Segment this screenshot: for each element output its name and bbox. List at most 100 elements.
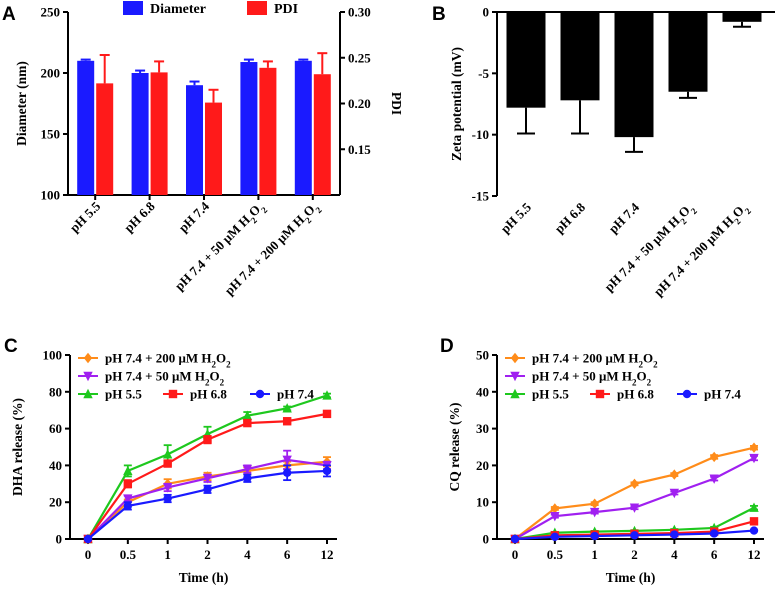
label-fragment: 2 (732, 216, 743, 227)
a-category-label: pH 7.4 (175, 198, 212, 235)
d-point (709, 451, 719, 463)
a-pdi-bar (96, 83, 114, 195)
c-point (243, 418, 252, 428)
c-point (322, 390, 332, 400)
b-category-label: pH 6.8 (551, 199, 588, 236)
d-ytick-label: 40 (476, 384, 489, 399)
d-point (550, 532, 560, 541)
d-point (749, 442, 759, 453)
a-category-label: pH 7.4 + 200 μM H2O2 (221, 198, 324, 301)
panel-label-b: B (432, 4, 446, 25)
label-fragment: pH 7.4 + 200 μM H (105, 351, 212, 366)
c-xtick-label: 1 (164, 547, 171, 562)
c-point (322, 466, 332, 476)
c-xtick-label: 2 (204, 547, 211, 562)
d-point (510, 534, 520, 544)
a-pdi-bar (205, 102, 222, 195)
c-point (203, 485, 212, 494)
d-point (749, 453, 759, 464)
d-ytick-label: 50 (476, 348, 489, 363)
a-category-label: pH 6.8 (121, 198, 158, 235)
c-point (83, 534, 93, 544)
a-pdi-bar (150, 72, 168, 195)
c-point (162, 483, 173, 493)
label-fragment: pH 5.5 (532, 387, 569, 402)
c-xtick-label: 6 (284, 547, 291, 562)
c-point (123, 465, 133, 476)
c-point (243, 474, 252, 483)
label-fragment: pH 6.8 (551, 199, 588, 236)
d-legend-marker (510, 352, 520, 364)
a-diameter-bar (186, 85, 203, 195)
label-fragment: pH 6.8 (121, 198, 158, 235)
panel-label-a: A (2, 4, 16, 25)
d-point (589, 507, 600, 518)
label-fragment: O (637, 369, 647, 384)
c-point (163, 494, 172, 503)
b-category-label: pH 5.5 (497, 199, 534, 236)
c-legend-marker (83, 371, 93, 382)
label-fragment: pH 5.5 (497, 199, 534, 236)
a-diameter-bar (77, 60, 95, 195)
label-fragment: pH 5.5 (105, 387, 142, 402)
label-fragment: 2 (689, 206, 700, 217)
d-point (629, 503, 640, 513)
d-point (670, 530, 679, 539)
c-point (202, 474, 213, 484)
a-ytick-label: 150 (41, 127, 61, 142)
label-fragment: 2 (303, 215, 314, 226)
d-point (670, 469, 679, 480)
b-bar (614, 12, 654, 138)
d-point (550, 511, 560, 522)
d-point (749, 517, 759, 526)
d-point (749, 502, 759, 512)
a-diameter-bar (294, 60, 312, 195)
c-ytick-label: 100 (43, 348, 63, 363)
label-fragment: 2 (653, 360, 658, 370)
d-legend-label: pH 7.4 + 200 μM H2O2 (532, 351, 658, 370)
panel-label-d: D (440, 336, 454, 357)
d-xtick-label: 0.5 (547, 547, 564, 562)
label-fragment: 2 (205, 378, 210, 388)
a-category-label: pH 5.5 (67, 198, 104, 235)
a-y2tick-label: 0.20 (348, 96, 371, 111)
a-pdi-bar (313, 74, 331, 195)
label-fragment: 2 (259, 205, 270, 216)
label-fragment: 2 (632, 378, 637, 388)
label-fragment: 2 (226, 360, 231, 370)
c-xlabel: Time (h) (179, 570, 229, 585)
label-fragment: O (643, 351, 653, 366)
c-legend-marker (83, 352, 93, 364)
a-legend-label-diameter: Diameter (150, 2, 206, 17)
b-ytick-label: 0 (483, 5, 490, 20)
c-ytick-label: 0 (56, 532, 63, 547)
b-ytick-label: -15 (472, 189, 490, 204)
d-xtick-label: 0 (512, 547, 519, 562)
c-point (282, 403, 292, 413)
c-series-line (87, 394, 328, 540)
c-xtick-label: 4 (244, 547, 251, 562)
c-legend-label: pH 7.4 + 200 μM H2O2 (105, 351, 231, 370)
a-y2label: PDI (389, 92, 404, 115)
c-legend-label: pH 7.4 (277, 387, 314, 402)
d-ytick-label: 10 (476, 495, 489, 510)
label-fragment: 2 (313, 205, 324, 216)
label-fragment: pH 5.5 (67, 198, 104, 235)
a-y2tick-label: 0.15 (348, 142, 371, 157)
a-legend-swatch-pdi (247, 1, 267, 15)
label-fragment: 2 (639, 360, 644, 370)
a-legend-swatch-diameter (123, 1, 143, 15)
label-fragment: pH 7.4 (277, 387, 314, 402)
d-xlabel: Time (h) (606, 570, 656, 585)
c-point (242, 464, 253, 475)
label-fragment: pH 7.4 + 50 μM H (105, 369, 205, 384)
c-xtick-label: 0 (85, 547, 92, 562)
d-point (669, 488, 680, 499)
label-fragment: 2 (678, 216, 689, 227)
b-category-label: pH 7.4 + 200 μM H2O2 (651, 199, 754, 302)
a-ytick-label: 250 (41, 5, 61, 20)
d-ytick-label: 30 (476, 421, 489, 436)
a-pdi-bar (259, 67, 277, 195)
